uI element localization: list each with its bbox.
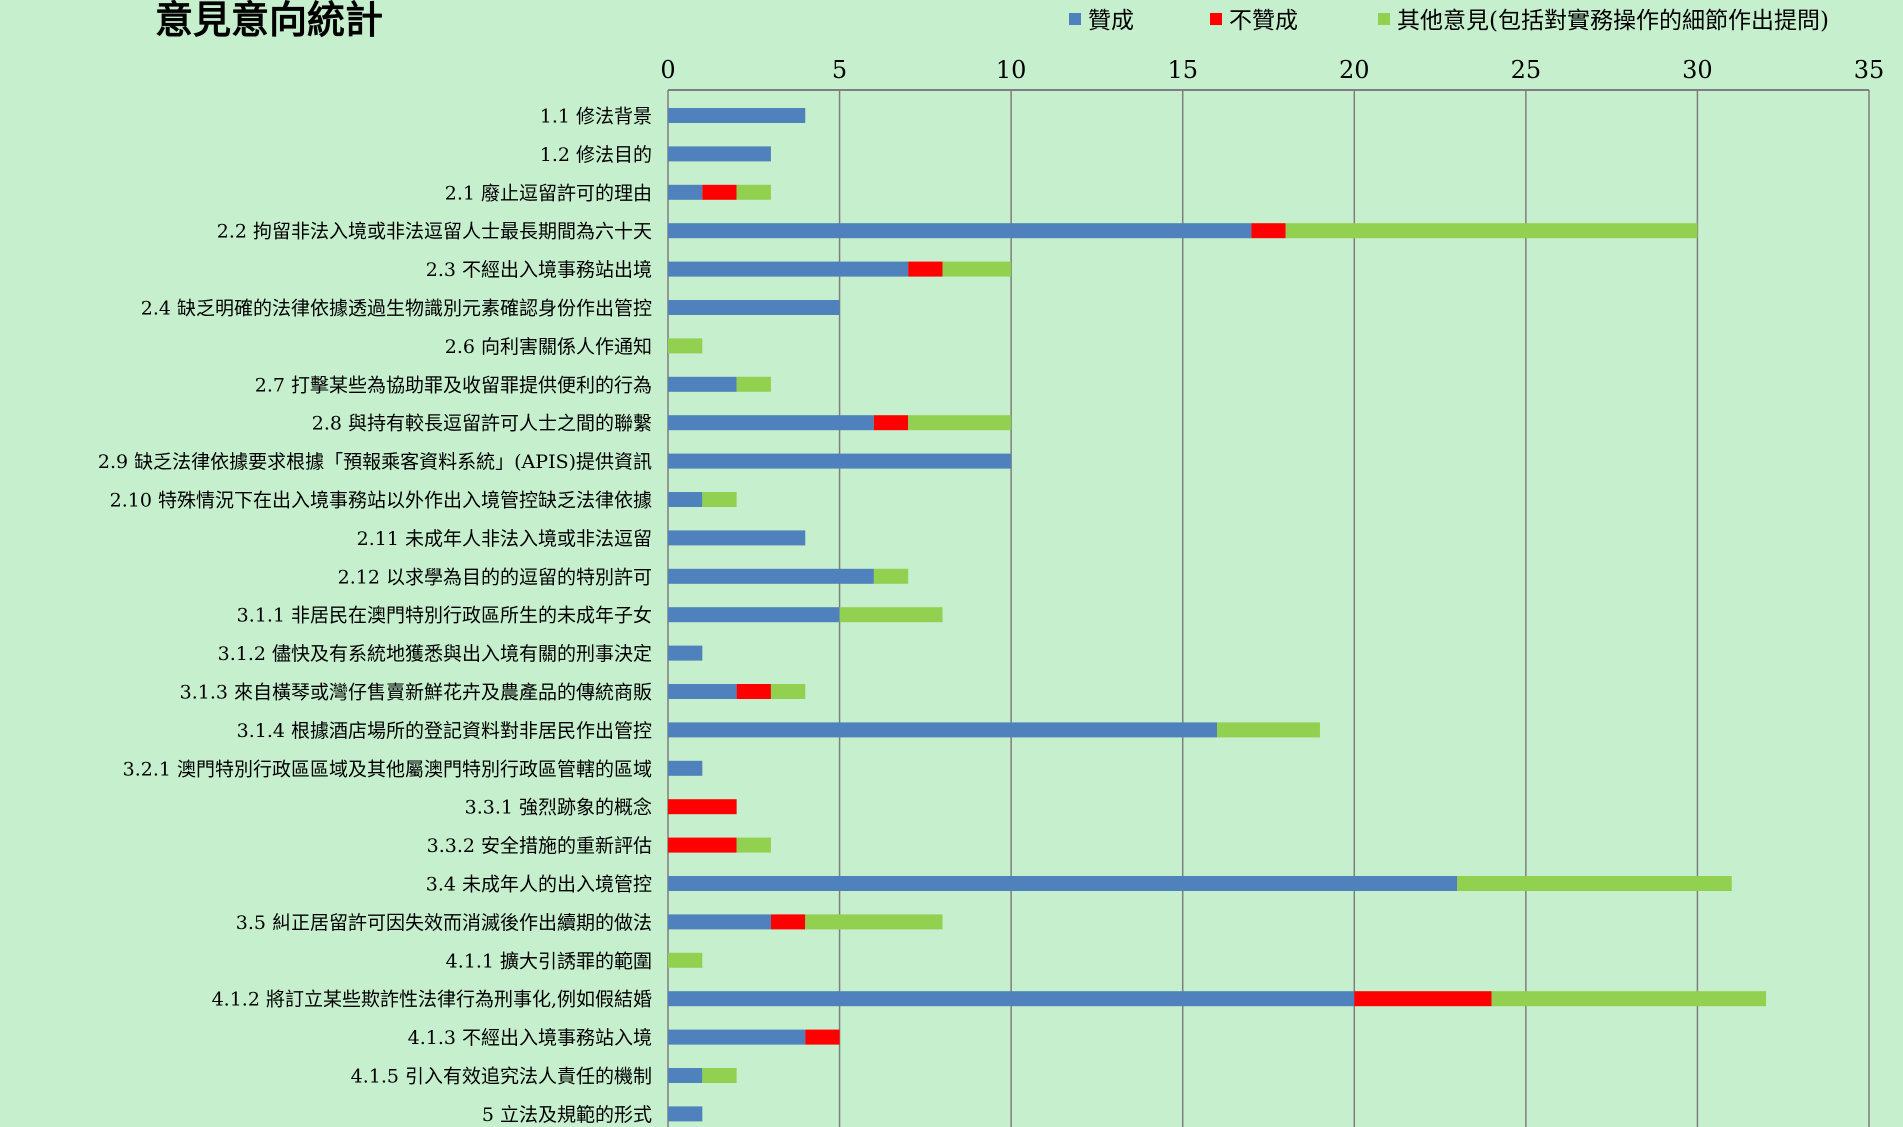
bar-segment bbox=[668, 1068, 703, 1083]
category-label: 4.1.2 將訂立某些欺詐性法律行為刑事化,例如假結婚 bbox=[212, 989, 652, 1011]
bar-segment bbox=[668, 722, 1218, 738]
category-label: 2.4 缺乏明確的法律依據透過生物識別元素確認身份作出管控 bbox=[141, 298, 652, 320]
bar-segment bbox=[668, 146, 771, 162]
bar-segment bbox=[702, 1068, 737, 1083]
bar-segment bbox=[668, 108, 806, 123]
bar-segment bbox=[1457, 876, 1732, 891]
category-label: 3.3.1 強烈跡象的概念 bbox=[465, 796, 652, 819]
bar-segment bbox=[736, 184, 771, 200]
bar-segment bbox=[668, 837, 737, 853]
category-label: 2.8 與持有較長逗留許可人士之間的聯繫 bbox=[312, 413, 652, 435]
x-tick-label: 5 bbox=[832, 56, 847, 84]
bar-segment bbox=[1251, 223, 1286, 239]
x-tick-label: 10 bbox=[996, 56, 1027, 84]
x-tick-label: 0 bbox=[660, 56, 675, 84]
x-tick-label: 20 bbox=[1339, 56, 1370, 84]
bar-segment bbox=[1354, 991, 1492, 1007]
bar-segment bbox=[668, 453, 1012, 469]
category-label: 5 立法及規範的形式 bbox=[482, 1104, 652, 1126]
category-label: 4.1.1 擴大引誘罪的範圍 bbox=[446, 950, 652, 972]
legend-label: 贊成 bbox=[1088, 8, 1134, 34]
bar-segment bbox=[1217, 722, 1320, 738]
bar-segment bbox=[668, 799, 737, 815]
bar-segment bbox=[668, 914, 771, 930]
bar-segment bbox=[668, 415, 874, 431]
category-label: 3.1.2 儘快及有系統地獲悉與出入境有關的刑事決定 bbox=[218, 643, 652, 665]
bar-segment bbox=[668, 1106, 703, 1122]
bar-segment bbox=[770, 914, 806, 930]
x-axis-ticks: 0 5 10 15 20 25 30 35 bbox=[660, 56, 1884, 84]
category-label: 2.3 不經出入境事務站出境 bbox=[426, 259, 652, 281]
category-label: 3.3.2 安全措施的重新評估 bbox=[427, 835, 652, 857]
category-label: 1.1 修法背景 bbox=[540, 106, 652, 128]
legend-swatch bbox=[1069, 13, 1081, 25]
bar-segment bbox=[942, 261, 1012, 277]
bars bbox=[668, 108, 1767, 1122]
category-label: 2.1 廢止逗留許可的理由 bbox=[445, 182, 652, 204]
bar-segment bbox=[668, 952, 703, 968]
legend-label: 其他意見(包括對實務操作的細節作出提問) bbox=[1397, 8, 1829, 34]
category-label: 2.9 缺乏法律依據要求根據「預報乘客資料系統」(APIS)提供資訊 bbox=[98, 451, 652, 473]
category-label: 1.2 修法目的 bbox=[540, 144, 652, 166]
bar-segment bbox=[668, 300, 840, 315]
x-tick-label: 15 bbox=[1167, 56, 1198, 84]
bar-segment bbox=[702, 492, 737, 507]
bar-segment bbox=[668, 568, 874, 584]
bar-segment bbox=[736, 837, 771, 853]
legend-label: 不贊成 bbox=[1229, 8, 1298, 34]
bar-segment bbox=[805, 1029, 840, 1045]
bar-segment bbox=[873, 568, 909, 584]
category-label: 3.2.1 澳門特別行政區區域及其他屬澳門特別行政區管轄的區域 bbox=[123, 758, 652, 780]
category-label: 4.1.5 引入有效追究法人責任的機制 bbox=[351, 1066, 652, 1088]
category-label: 2.10 特殊情況下在出入境事務站以外作出入境管控缺乏法律依據 bbox=[110, 490, 652, 512]
bar-segment bbox=[770, 684, 806, 699]
bar-segment bbox=[668, 492, 703, 507]
bar-segment bbox=[839, 607, 943, 623]
bar-segment bbox=[908, 261, 943, 277]
bar-segment bbox=[668, 876, 1458, 891]
bar-segment bbox=[736, 684, 771, 699]
category-label: 3.1.3 來自橫琴或灣仔售賣新鮮花卉及農產品的傳統商販 bbox=[180, 682, 652, 704]
category-label: 3.1.4 根據酒店場所的登記資料對非居民作出管控 bbox=[237, 720, 652, 742]
bar-segment bbox=[668, 760, 703, 776]
category-label: 4.1.3 不經出入境事務站入境 bbox=[408, 1027, 652, 1049]
bar-segment bbox=[668, 261, 909, 277]
x-tick-label: 25 bbox=[1511, 56, 1542, 84]
bar-segment bbox=[668, 645, 703, 661]
bar-segment bbox=[668, 530, 806, 546]
bar-segment bbox=[1491, 991, 1767, 1007]
bar-segment bbox=[668, 684, 737, 699]
bar-segment bbox=[1285, 223, 1698, 239]
bar-segment bbox=[668, 376, 737, 392]
bar-segment bbox=[805, 914, 943, 930]
category-label: 3.5 糾正居留許可因失效而消滅後作出續期的做法 bbox=[236, 912, 652, 934]
chart-title: 意見意向統計 bbox=[155, 0, 383, 42]
bar-segment bbox=[668, 607, 840, 623]
bar-segment bbox=[668, 184, 703, 200]
category-label: 3.1.1 非居民在澳門特別行政區所生的未成年子女 bbox=[237, 605, 652, 627]
category-label: 2.2 拘留非法入境或非法逗留人士最長期間為六十天 bbox=[217, 221, 652, 243]
category-label: 2.7 打擊某些為協助罪及收留罪提供便利的行為 bbox=[255, 374, 652, 396]
bar-segment bbox=[908, 415, 1012, 431]
x-tick-label: 35 bbox=[1854, 56, 1885, 84]
category-label: 3.4 未成年人的出入境管控 bbox=[426, 874, 652, 896]
bar-segment bbox=[702, 184, 737, 200]
bar-segment bbox=[668, 991, 1355, 1007]
category-labels: 1.1 修法背景 1.2 修法目的 2.1 廢止逗留許可的理由 2.2 拘留非法入境或… bbox=[98, 106, 652, 1126]
legend-swatch bbox=[1210, 13, 1222, 25]
category-label: 2.6 向利害關係人作通知 bbox=[445, 336, 652, 358]
bar-segment bbox=[668, 1029, 806, 1045]
bar-segment bbox=[736, 376, 771, 392]
x-tick-label: 30 bbox=[1682, 56, 1713, 84]
bar-segment bbox=[668, 223, 1252, 239]
bar-segment bbox=[873, 415, 909, 431]
category-label: 2.12 以求學為目的的逗留的特別許可 bbox=[338, 566, 652, 588]
legend-swatch bbox=[1378, 13, 1390, 25]
bar-segment bbox=[668, 338, 703, 354]
category-label: 2.11 未成年人非法入境或非法逗留 bbox=[357, 528, 652, 550]
chart-legend: 贊成 不贊成 其他意見(包括對實務操作的細節作出提問) bbox=[1069, 8, 1829, 34]
